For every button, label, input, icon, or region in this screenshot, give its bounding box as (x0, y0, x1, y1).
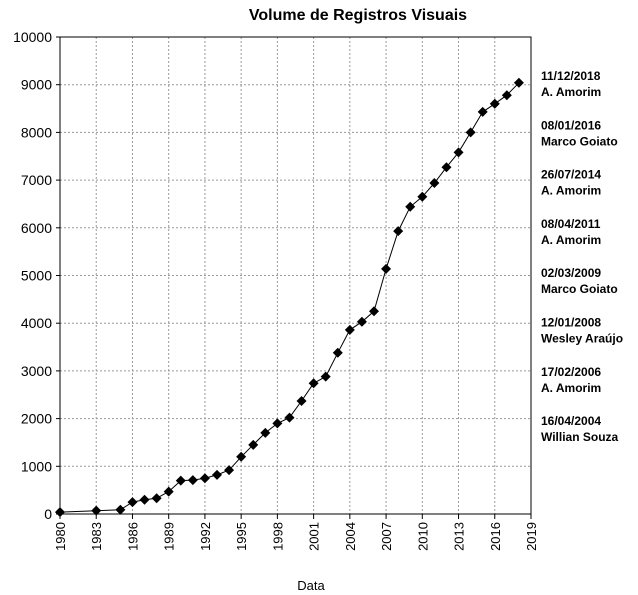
data-point (199, 473, 210, 484)
x-axis-label: Data (297, 578, 325, 593)
y-tick-label: 10000 (13, 29, 52, 45)
data-point (212, 469, 222, 480)
data-point (91, 505, 102, 516)
data-point (356, 316, 367, 327)
annotation-name: Willian Souza (541, 430, 619, 444)
data-point (55, 507, 65, 518)
data-point (236, 451, 247, 462)
y-tick-label: 8000 (21, 124, 52, 140)
x-tick-label: 1995 (234, 522, 249, 551)
x-tick-label: 2004 (343, 522, 358, 551)
x-tick-label: 2013 (452, 522, 467, 551)
annotation-date: 12/01/2008 (541, 316, 601, 330)
annotation-date: 02/03/2009 (541, 266, 601, 280)
data-point (175, 475, 186, 486)
y-tick-label: 5000 (21, 268, 52, 284)
data-point (320, 371, 331, 382)
data-point (429, 177, 440, 188)
data-point (151, 493, 162, 504)
data-point (441, 162, 452, 173)
annotation-item: 17/02/2006 A. Amorim (541, 365, 601, 395)
x-tick-label: 1989 (162, 522, 177, 551)
x-tick-label: 1992 (198, 522, 213, 551)
data-point (296, 395, 307, 406)
data-point (272, 418, 283, 429)
x-tick-label: 1986 (125, 522, 140, 551)
data-point (381, 263, 392, 274)
annotation-date: 26/07/2014 (541, 168, 601, 182)
annotation-name: Marco Goiato (541, 134, 618, 148)
data-point (489, 98, 500, 109)
x-tick-label: 2001 (307, 522, 322, 551)
data-point (139, 494, 150, 505)
annotation-date: 16/04/2004 (541, 414, 601, 428)
data-point (501, 90, 512, 101)
data-point (513, 77, 524, 88)
data-point (344, 324, 355, 335)
data-point (453, 147, 464, 158)
chart-title: Volume de Registros Visuais (249, 7, 467, 24)
y-tick-label: 0 (44, 506, 52, 522)
annotation-item: 11/12/2018 A. Amorim (541, 69, 601, 99)
annotation-name: A. Amorim (541, 233, 601, 247)
x-axis: 1980 1983 1986 1989 1992 1995 1998 2001 2004 2007… (53, 514, 539, 551)
annotation-name: A. Amorim (541, 184, 601, 198)
data-point (477, 106, 488, 117)
y-tick-label: 3000 (21, 363, 52, 379)
annotation-item: 12/01/2008 Wesley Araújo (541, 316, 623, 346)
data-point (332, 347, 343, 358)
x-tick-label: 1980 (53, 522, 68, 551)
data-point (417, 191, 428, 202)
y-tick-label: 2000 (21, 411, 52, 427)
annotation-date: 08/01/2016 (541, 118, 601, 132)
x-tick-label: 1998 (270, 522, 285, 551)
data-point (393, 226, 404, 237)
annotation-item: 02/03/2009 Marco Goiato (541, 266, 618, 296)
annotation-name: A. Amorim (541, 85, 601, 99)
annotation-name: Wesley Araújo (541, 332, 623, 346)
chart-grid (60, 37, 531, 514)
data-point (465, 127, 476, 138)
data-point (369, 306, 379, 317)
series-registros (55, 77, 524, 518)
annotation-date: 08/04/2011 (541, 217, 601, 231)
data-point (248, 439, 259, 450)
x-tick-label: 2007 (379, 522, 394, 551)
annotation-item: 26/07/2014 A. Amorim (541, 168, 601, 198)
data-point (115, 504, 126, 515)
data-point (284, 412, 295, 423)
annotation-item: 08/01/2016 Marco Goiato (541, 118, 618, 148)
y-tick-label: 9000 (21, 77, 52, 93)
x-tick-label: 2019 (524, 522, 539, 551)
data-point (308, 378, 319, 389)
x-tick-label: 1983 (89, 522, 104, 551)
data-point (405, 201, 416, 212)
annotation-item: 08/04/2011 A. Amorim (541, 217, 601, 247)
x-tick-label: 2016 (488, 522, 503, 551)
data-point (163, 486, 174, 497)
data-point (224, 465, 235, 476)
annotation-date: 17/02/2006 (541, 365, 601, 379)
annotation-name: Marco Goiato (541, 282, 618, 296)
y-tick-label: 1000 (21, 458, 52, 474)
y-tick-label: 6000 (21, 220, 52, 236)
annotation-date: 11/12/2018 (541, 69, 601, 83)
data-point (187, 475, 198, 486)
annotation-list: 11/12/2018 A. Amorim 08/01/2016 Marco Goiat… (541, 69, 623, 444)
data-point (127, 497, 138, 508)
annotation-item: 16/04/2004 Willian Souza (541, 414, 619, 444)
y-axis: 0 1000 2000 3000 4000 5000 6000 7000 8000 9000 100… (13, 29, 60, 522)
y-tick-label: 7000 (21, 172, 52, 188)
y-tick-label: 4000 (21, 315, 52, 331)
series-line (59, 82, 520, 513)
x-tick-label: 2010 (415, 522, 430, 551)
annotation-name: A. Amorim (541, 381, 601, 395)
data-point (260, 427, 271, 438)
